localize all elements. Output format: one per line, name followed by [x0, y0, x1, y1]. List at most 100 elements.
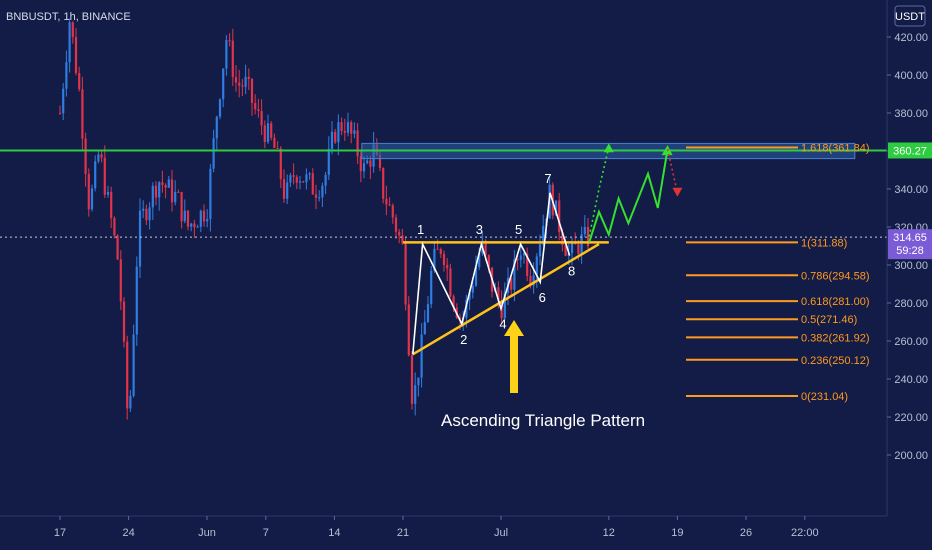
fib-level-label: 0.236(250.12): [801, 355, 870, 367]
wave-line[interactable]: [412, 192, 571, 355]
projection-alt-up-path[interactable]: [588, 147, 610, 237]
candle-body: [71, 22, 74, 38]
currency-badge[interactable]: [894, 5, 926, 27]
candle-body: [202, 210, 206, 222]
candle-body: [193, 223, 196, 228]
candle-body: [404, 243, 407, 305]
candle-body: [78, 73, 81, 90]
candle-body: [206, 219, 209, 222]
candle-body: [570, 241, 574, 254]
candle-body: [436, 248, 439, 250]
candle-body: [414, 385, 417, 404]
candle-body: [417, 377, 420, 386]
triangle-support-line[interactable]: [412, 243, 600, 356]
candle-body: [94, 161, 97, 189]
current-price-badge: [888, 229, 932, 260]
candle-body: [487, 255, 490, 268]
candle-body: [135, 266, 138, 335]
price-tick-label: 280.00: [894, 298, 928, 310]
candle-body: [430, 270, 433, 305]
fib-level-label: 1.618(361.84): [801, 143, 870, 155]
candle-body: [586, 226, 590, 247]
candle-body: [401, 235, 404, 244]
candle-body: [257, 109, 260, 111]
candle-body: [564, 245, 567, 256]
candle-body: [212, 138, 215, 169]
candle-body: [97, 154, 100, 162]
candle-body: [391, 205, 394, 218]
fib-level-label: 1(311.88): [801, 237, 847, 249]
candle-body: [382, 167, 385, 199]
candle-body: [122, 301, 126, 342]
candle-body: [209, 168, 212, 220]
candle-body: [420, 334, 423, 378]
fibonacci-levels[interactable]: 1.618(361.84) 1(311.88) 0.786(294.58) 0.618…: [686, 143, 870, 404]
candle-body: [164, 184, 167, 188]
candle-body: [378, 154, 382, 168]
candle-body: [423, 322, 426, 335]
candle-body: [398, 231, 401, 236]
ascending-triangle[interactable]: [403, 241, 609, 356]
candle-body: [145, 208, 148, 221]
fib-level-label: 0(231.04): [801, 391, 848, 403]
candle-body: [446, 264, 449, 269]
price-projection[interactable]: [588, 143, 683, 243]
fib-level-label: 0.5(271.46): [801, 314, 857, 326]
candle-body: [289, 175, 292, 183]
candle-body: [369, 160, 372, 167]
candle-body: [529, 276, 532, 286]
candle-body: [497, 287, 500, 301]
candle-body: [471, 285, 474, 293]
candle-body: [356, 130, 359, 157]
price-tick-label: 400.00: [894, 70, 928, 82]
candle-body: [324, 174, 327, 186]
candle-body: [311, 173, 314, 195]
candle-body: [449, 268, 452, 297]
candle-body: [183, 210, 186, 222]
wave-label-2: 2: [460, 332, 467, 347]
candle-body: [542, 225, 545, 245]
candle-body: [174, 191, 177, 203]
candle-body: [442, 253, 446, 265]
candle-body: [138, 210, 142, 267]
symbol-title: BNBUSDT, 1h, BINANCE: [6, 11, 131, 23]
current-price-label: 314.65: [893, 232, 927, 244]
candle-body: [100, 154, 103, 158]
candle-body: [250, 79, 254, 103]
candle-body: [484, 240, 487, 256]
projection-main-path[interactable]: [588, 148, 669, 243]
candle-body: [439, 249, 442, 254]
price-tick-label: 380.00: [894, 108, 928, 120]
projection-alt-down-arrow-icon: [672, 187, 683, 197]
wave-label-5: 5: [515, 222, 522, 237]
candle-body: [161, 182, 164, 185]
candle-body: [215, 116, 218, 139]
candle-body: [154, 185, 158, 198]
candle-body: [151, 185, 154, 208]
candle-body: [244, 76, 247, 87]
candle-body: [266, 123, 270, 142]
resistance-price-label: 360.27: [893, 145, 927, 157]
candle-body: [158, 182, 161, 198]
fib-level-label: 0.382(261.92): [801, 332, 870, 344]
candle-body: [558, 200, 561, 233]
price-axis[interactable]: USDT 420.00400.00380.00360.00340.00320.0…: [886, 0, 932, 516]
time-axis[interactable]: 17 24 Jun 7 14 21 Jul 12 19 26 22:00: [0, 515, 932, 550]
candle-body: [286, 182, 289, 199]
candle-body: [295, 176, 298, 183]
candle-body: [433, 248, 436, 271]
candle-body: [305, 174, 308, 183]
candle-body: [366, 160, 369, 164]
wave-path[interactable]: [412, 192, 571, 355]
candle-body: [385, 198, 388, 205]
price-tick-label: 240.00: [894, 374, 928, 386]
candle-body: [238, 82, 241, 86]
candle-body: [359, 156, 362, 172]
candle-body: [116, 235, 119, 260]
candle-body: [510, 278, 513, 290]
candle-body: [538, 244, 542, 257]
candle-body: [468, 292, 471, 300]
price-tick-label: 220.00: [894, 412, 928, 424]
candle-body: [330, 131, 334, 149]
